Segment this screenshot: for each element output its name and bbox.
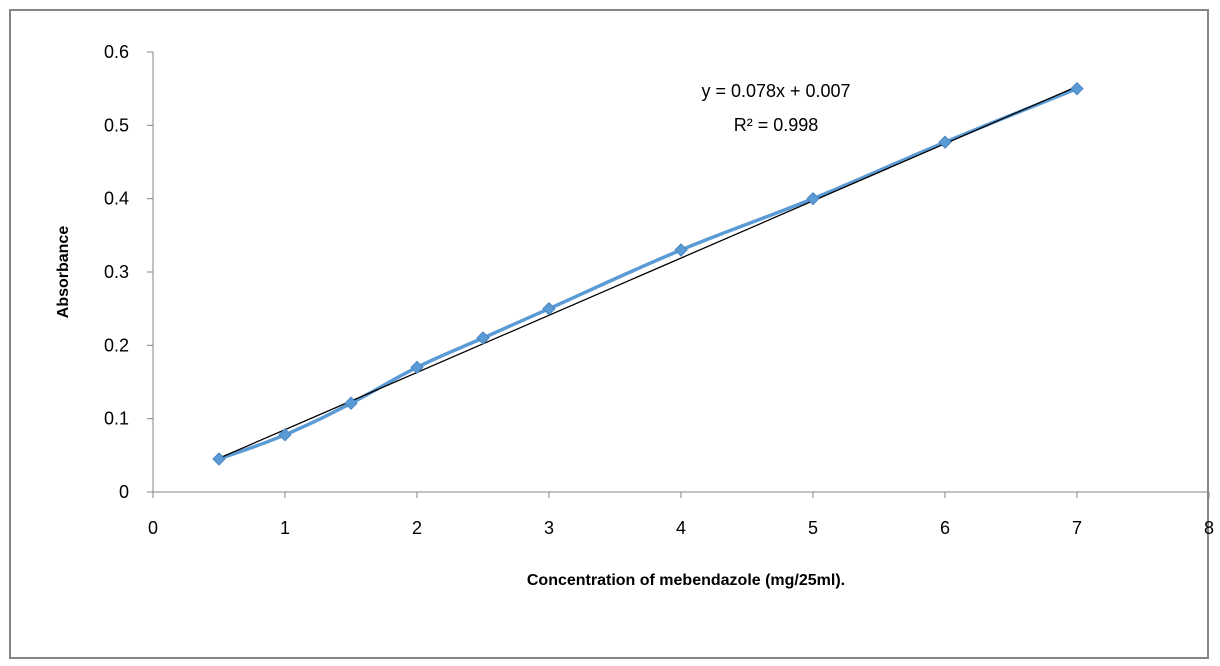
data-point	[278, 428, 292, 442]
x-tick-label: 0	[148, 518, 158, 538]
x-tick-label: 6	[940, 518, 950, 538]
data-point	[212, 452, 226, 466]
data-point	[806, 191, 820, 206]
tick-labels: 0 1 2 3 4 5 6 7 8 0 0.1 0.2 0.3 0.4 0.5 0.6	[104, 42, 1214, 538]
y-tick-label: 0.1	[104, 409, 129, 429]
x-tick-label: 1	[280, 518, 290, 538]
data-point	[938, 135, 952, 149]
data-point	[1070, 81, 1084, 96]
y-tick-label: 0.2	[104, 335, 129, 355]
y-tick-label: 0.5	[104, 115, 129, 135]
y-tick-label: 0.6	[104, 42, 129, 62]
x-axis-title: Concentration of mebendazole (mg/25ml).	[527, 572, 845, 589]
data-point	[674, 243, 688, 257]
plot-area	[212, 81, 1084, 466]
x-tick-label: 5	[808, 518, 818, 538]
data-point	[410, 360, 424, 375]
trendline-equation-label: y = 0.078x + 0.007	[701, 81, 850, 101]
y-tick-label: 0.4	[104, 189, 129, 209]
ticks	[147, 51, 1210, 498]
x-tick-label: 2	[412, 518, 422, 538]
y-axis-title: Absorbance	[55, 226, 72, 319]
y-tick-label: 0	[119, 482, 129, 502]
axes	[152, 52, 1209, 493]
x-tick-label: 4	[676, 518, 686, 538]
x-tick-label: 7	[1072, 518, 1082, 538]
trendline	[218, 85, 1078, 459]
y-tick-label: 0.3	[104, 262, 129, 282]
data-point	[542, 301, 556, 316]
trendline-r2-label: R² = 0.998	[734, 115, 819, 135]
data-point	[344, 396, 358, 410]
data-point	[476, 331, 490, 345]
x-tick-label: 8	[1204, 518, 1214, 538]
x-tick-label: 3	[544, 518, 554, 538]
